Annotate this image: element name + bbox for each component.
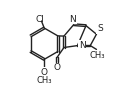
Text: Cl: Cl: [36, 15, 45, 24]
Text: CH₃: CH₃: [36, 76, 52, 85]
Text: S: S: [97, 24, 103, 33]
Text: CH₃: CH₃: [90, 51, 105, 60]
Text: N: N: [69, 15, 76, 24]
Text: O: O: [53, 63, 61, 72]
Text: O: O: [41, 68, 48, 77]
Text: N: N: [79, 41, 85, 50]
